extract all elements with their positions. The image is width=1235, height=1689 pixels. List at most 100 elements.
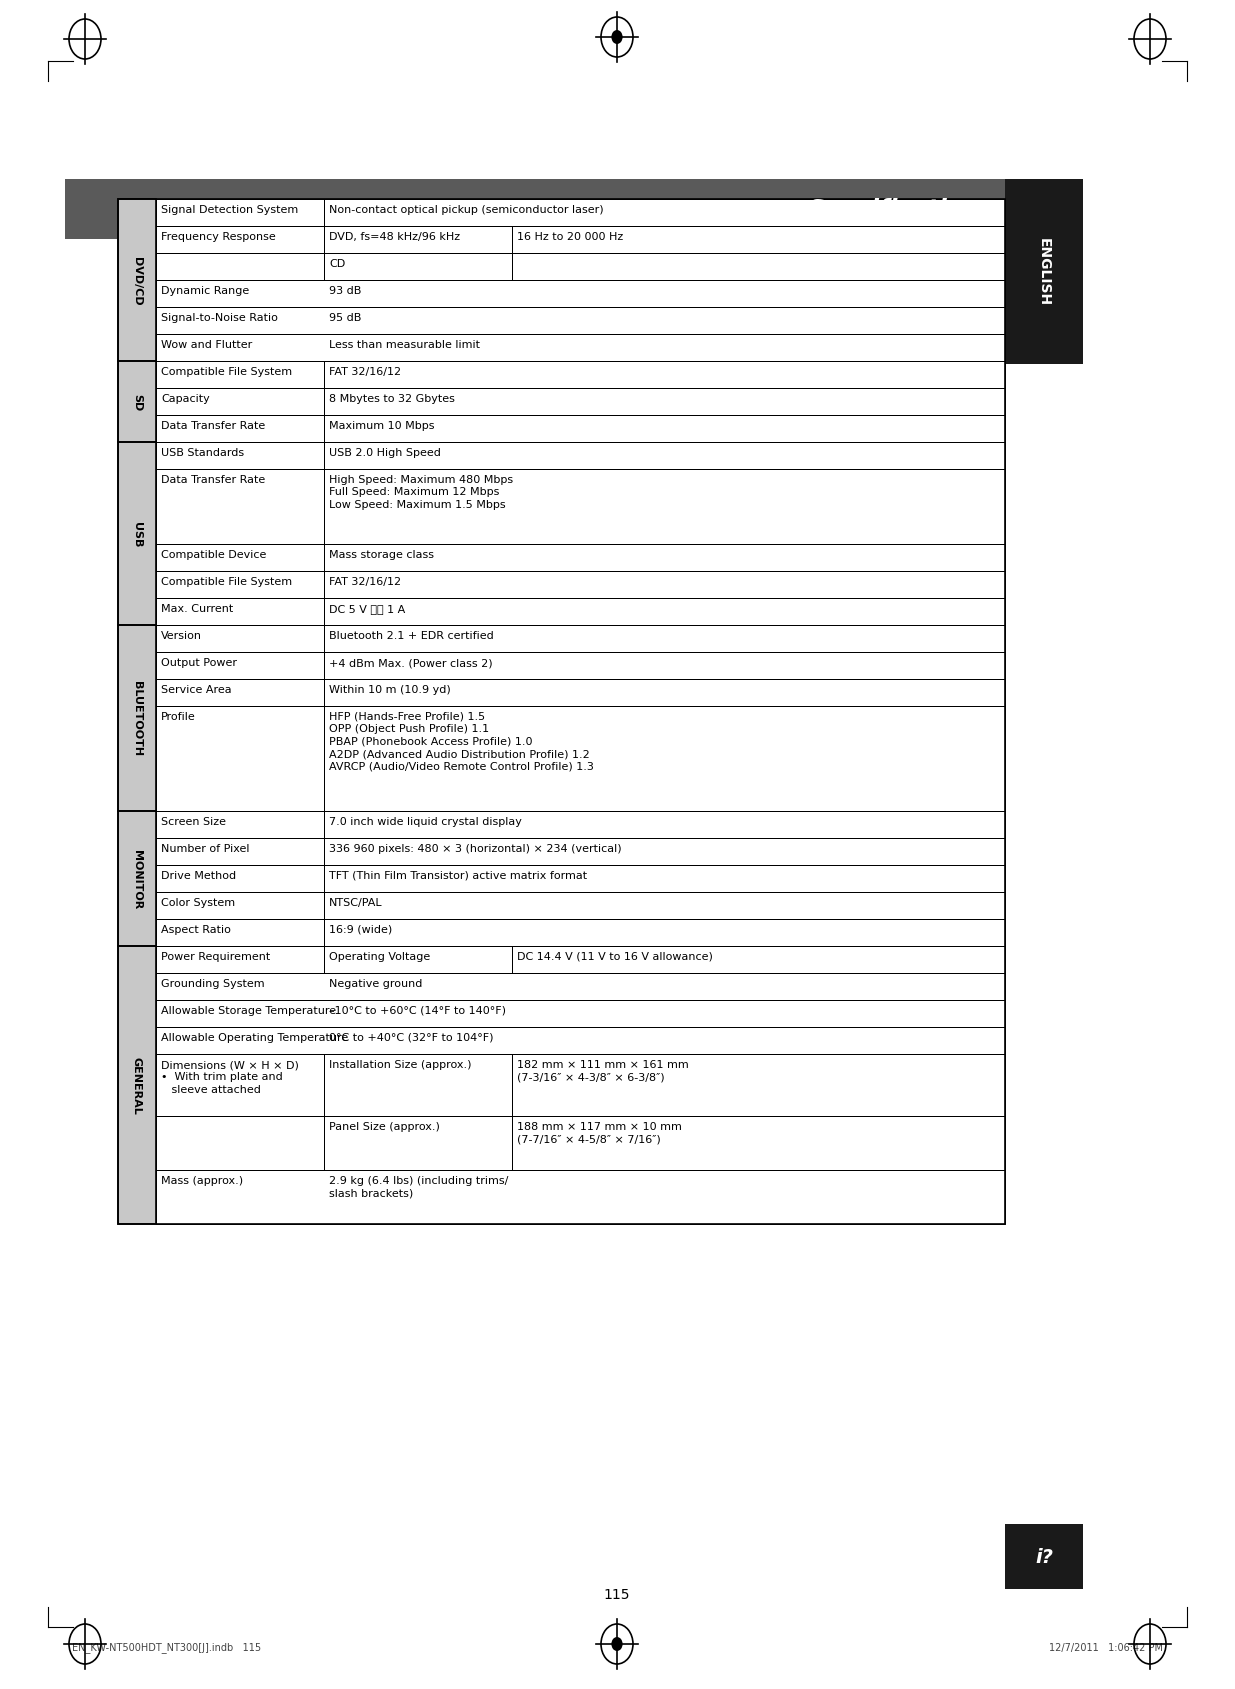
Bar xyxy=(324,199,1005,226)
Bar xyxy=(119,443,156,625)
Text: 336 960 pixels: 480 × 3 (horizontal) × 234 (vertical): 336 960 pixels: 480 × 3 (horizontal) × 2… xyxy=(329,843,621,853)
Bar xyxy=(324,388,1005,415)
Bar xyxy=(324,544,1005,571)
Text: Compatible File System: Compatible File System xyxy=(161,367,293,377)
Text: 2.9 kg (6.4 lbs) (including trims/: 2.9 kg (6.4 lbs) (including trims/ xyxy=(329,1176,509,1186)
Text: Service Area: Service Area xyxy=(161,684,232,694)
Bar xyxy=(156,652,324,679)
Bar xyxy=(156,544,324,571)
Bar xyxy=(156,307,324,334)
Bar xyxy=(156,919,324,946)
Bar xyxy=(156,946,324,973)
Bar xyxy=(324,1054,513,1116)
Bar xyxy=(324,571,1005,598)
Text: 93 dB: 93 dB xyxy=(329,285,362,296)
Text: 115: 115 xyxy=(604,1588,630,1601)
Text: GENERAL: GENERAL xyxy=(132,1057,142,1115)
Text: Compatible File System: Compatible File System xyxy=(161,576,293,586)
Bar xyxy=(324,470,1005,544)
Text: Wow and Flutter: Wow and Flutter xyxy=(161,339,252,350)
Bar xyxy=(156,544,324,571)
Text: Specifications: Specifications xyxy=(808,198,995,221)
Bar xyxy=(324,892,1005,919)
Bar xyxy=(156,865,324,892)
Bar xyxy=(324,226,513,253)
Text: DVD, fs=48 kHz/96 kHz: DVD, fs=48 kHz/96 kHz xyxy=(329,231,461,242)
Text: Dynamic Range: Dynamic Range xyxy=(161,285,249,296)
Bar xyxy=(156,1054,324,1116)
Bar xyxy=(324,679,1005,706)
Bar xyxy=(324,1000,1005,1027)
Text: Full Speed: Maximum 12 Mbps: Full Speed: Maximum 12 Mbps xyxy=(329,486,499,497)
Text: Power Requirement: Power Requirement xyxy=(161,951,270,961)
Bar xyxy=(119,811,156,946)
Bar xyxy=(156,892,324,919)
Text: USB Standards: USB Standards xyxy=(161,448,245,458)
Bar xyxy=(324,1054,513,1116)
Bar xyxy=(156,226,324,253)
Bar xyxy=(156,973,1005,1000)
Bar xyxy=(156,361,324,388)
Bar xyxy=(324,679,1005,706)
Text: MONITOR: MONITOR xyxy=(132,850,142,909)
Text: 8 Mbytes to 32 Gbytes: 8 Mbytes to 32 Gbytes xyxy=(329,394,454,404)
Text: Installation Size (approx.): Installation Size (approx.) xyxy=(329,1059,472,1069)
Text: Non-contact optical pickup (semiconductor laser): Non-contact optical pickup (semiconducto… xyxy=(329,204,604,215)
Bar xyxy=(156,280,324,307)
Bar xyxy=(324,226,513,253)
Bar xyxy=(156,415,324,443)
Text: Max. Current: Max. Current xyxy=(161,603,233,613)
Text: +4 dBm Max. (Power class 2): +4 dBm Max. (Power class 2) xyxy=(329,657,493,667)
Bar xyxy=(119,199,156,361)
Text: FAT 32/16/12: FAT 32/16/12 xyxy=(329,367,401,377)
Text: BLUETOOTH: BLUETOOTH xyxy=(132,681,142,757)
Bar xyxy=(156,199,324,226)
Text: SD: SD xyxy=(132,394,142,410)
Bar xyxy=(156,571,324,598)
Bar xyxy=(65,181,1005,240)
Bar xyxy=(324,652,1005,679)
Bar xyxy=(513,226,1005,253)
Bar xyxy=(156,307,1005,334)
Text: FAT 32/16/12: FAT 32/16/12 xyxy=(329,576,401,586)
Bar xyxy=(324,625,1005,652)
Bar xyxy=(156,1170,324,1225)
Bar xyxy=(156,226,324,253)
Bar xyxy=(156,388,324,415)
Bar xyxy=(156,1116,324,1170)
Bar xyxy=(156,625,324,652)
Bar xyxy=(156,811,324,838)
Text: Profile: Profile xyxy=(161,711,196,721)
Text: Low Speed: Maximum 1.5 Mbps: Low Speed: Maximum 1.5 Mbps xyxy=(329,500,505,510)
Text: 7.0 inch wide liquid crystal display: 7.0 inch wide liquid crystal display xyxy=(329,816,522,826)
Bar xyxy=(324,571,1005,598)
Text: slash brackets): slash brackets) xyxy=(329,1187,414,1198)
Bar xyxy=(156,571,324,598)
Bar xyxy=(156,199,324,226)
Ellipse shape xyxy=(611,1637,622,1652)
Bar xyxy=(324,811,1005,838)
Text: Panel Size (approx.): Panel Size (approx.) xyxy=(329,1121,440,1132)
Bar xyxy=(156,919,324,946)
Bar xyxy=(324,865,1005,892)
Bar xyxy=(324,199,1005,226)
Bar xyxy=(324,334,1005,361)
Bar xyxy=(156,443,324,470)
Bar xyxy=(156,1000,1005,1027)
Text: 95 dB: 95 dB xyxy=(329,312,362,323)
Text: TFT (Thin Film Transistor) active matrix format: TFT (Thin Film Transistor) active matrix… xyxy=(329,870,587,880)
Text: PBAP (Phonebook Access Profile) 1.0: PBAP (Phonebook Access Profile) 1.0 xyxy=(329,736,532,747)
Bar xyxy=(324,919,1005,946)
Text: 16 Hz to 20 000 Hz: 16 Hz to 20 000 Hz xyxy=(517,231,624,242)
Text: Dimensions (W × H × D): Dimensions (W × H × D) xyxy=(161,1059,299,1069)
Text: DC 5 V ⷁⷁ 1 A: DC 5 V ⷁⷁ 1 A xyxy=(329,603,405,613)
Bar xyxy=(324,1116,513,1170)
Text: USB 2.0 High Speed: USB 2.0 High Speed xyxy=(329,448,441,458)
Text: AVRCP (Audio/Video Remote Control Profile) 1.3: AVRCP (Audio/Video Remote Control Profil… xyxy=(329,762,594,772)
Bar xyxy=(324,652,1005,679)
Bar xyxy=(119,199,156,361)
Text: Compatible Device: Compatible Device xyxy=(161,549,267,559)
Bar xyxy=(156,892,324,919)
Text: 188 mm × 117 mm × 10 mm: 188 mm × 117 mm × 10 mm xyxy=(517,1121,682,1132)
Text: High Speed: Maximum 480 Mbps: High Speed: Maximum 480 Mbps xyxy=(329,475,513,485)
